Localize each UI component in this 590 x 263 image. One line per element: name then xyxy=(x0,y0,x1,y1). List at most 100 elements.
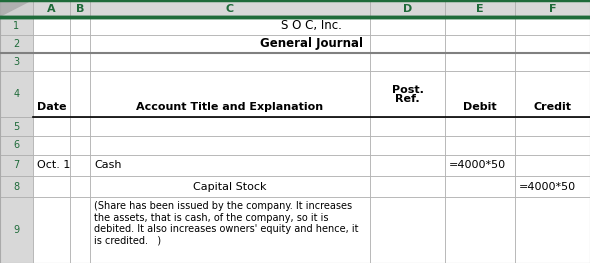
Bar xyxy=(0,176,33,197)
Text: Account Title and Explanation: Account Title and Explanation xyxy=(136,102,323,112)
Bar xyxy=(0,0,33,17)
Bar xyxy=(70,71,90,117)
Bar xyxy=(370,35,445,53)
Bar xyxy=(70,197,90,263)
Text: 9: 9 xyxy=(14,225,19,235)
Text: 1: 1 xyxy=(14,21,19,31)
Bar xyxy=(445,17,515,35)
Text: 2: 2 xyxy=(14,39,19,49)
Bar xyxy=(90,35,370,53)
Bar xyxy=(515,197,590,263)
Bar xyxy=(90,176,370,197)
Bar xyxy=(90,71,370,117)
Bar xyxy=(515,53,590,71)
Bar xyxy=(70,176,90,197)
Text: A: A xyxy=(47,3,56,13)
Bar xyxy=(370,71,445,117)
Bar xyxy=(0,17,33,35)
Text: 6: 6 xyxy=(14,140,19,150)
Bar xyxy=(445,53,515,71)
Bar xyxy=(515,155,590,176)
Bar xyxy=(90,17,370,35)
Bar xyxy=(0,53,33,71)
Bar xyxy=(445,197,515,263)
Bar xyxy=(445,0,515,17)
Bar xyxy=(70,35,90,53)
Bar xyxy=(33,71,70,117)
Bar xyxy=(445,117,515,136)
Text: =4000*50: =4000*50 xyxy=(449,160,506,170)
Bar xyxy=(33,117,70,136)
Bar xyxy=(0,136,33,155)
Bar xyxy=(370,17,445,35)
Bar xyxy=(515,17,590,35)
Text: F: F xyxy=(549,3,556,13)
Bar xyxy=(90,155,370,176)
Bar xyxy=(70,53,90,71)
Bar xyxy=(370,53,445,71)
Bar xyxy=(0,117,33,136)
Bar xyxy=(33,53,70,71)
Text: Capital Stock: Capital Stock xyxy=(194,181,267,191)
Bar xyxy=(70,136,90,155)
Text: 5: 5 xyxy=(14,122,19,132)
Bar xyxy=(70,117,90,136)
Text: E: E xyxy=(476,3,484,13)
Bar xyxy=(515,176,590,197)
Bar xyxy=(0,71,33,117)
Bar xyxy=(33,176,70,197)
Text: Oct. 1: Oct. 1 xyxy=(37,160,70,170)
Bar xyxy=(445,71,515,117)
Bar xyxy=(0,35,33,53)
Bar xyxy=(515,35,590,53)
Bar xyxy=(0,197,33,263)
Text: Cash: Cash xyxy=(94,160,122,170)
Text: Debit: Debit xyxy=(463,102,497,112)
Bar xyxy=(370,176,445,197)
Bar xyxy=(515,0,590,17)
Bar xyxy=(70,17,90,35)
Bar xyxy=(445,35,515,53)
Bar xyxy=(90,0,370,17)
Bar xyxy=(445,155,515,176)
Bar xyxy=(370,136,445,155)
Polygon shape xyxy=(0,0,33,17)
Text: 7: 7 xyxy=(14,160,19,170)
Bar xyxy=(33,136,70,155)
Bar xyxy=(90,197,370,263)
Bar xyxy=(33,17,70,35)
Text: D: D xyxy=(403,3,412,13)
Text: C: C xyxy=(226,3,234,13)
Text: Post.: Post. xyxy=(392,85,424,95)
Text: 8: 8 xyxy=(14,181,19,191)
Text: =4000*50: =4000*50 xyxy=(519,181,576,191)
Bar xyxy=(33,35,70,53)
Text: B: B xyxy=(76,3,84,13)
Bar xyxy=(70,155,90,176)
Bar xyxy=(33,0,70,17)
Bar xyxy=(90,136,370,155)
Bar xyxy=(70,0,90,17)
Text: (Share has been issued by the company. It increases
the assets, that is cash, of: (Share has been issued by the company. I… xyxy=(94,201,359,246)
Text: Credit: Credit xyxy=(533,102,572,112)
Text: 3: 3 xyxy=(14,57,19,67)
Bar xyxy=(370,0,445,17)
Text: 4: 4 xyxy=(14,89,19,99)
Bar xyxy=(0,155,33,176)
Bar xyxy=(33,155,70,176)
Bar xyxy=(445,176,515,197)
Bar xyxy=(90,53,370,71)
Bar xyxy=(370,117,445,136)
Bar xyxy=(515,136,590,155)
Bar xyxy=(445,136,515,155)
Bar xyxy=(370,197,445,263)
Text: Date: Date xyxy=(37,102,66,112)
Bar xyxy=(370,155,445,176)
Bar xyxy=(515,71,590,117)
Text: General Journal: General Journal xyxy=(260,38,363,50)
Text: Ref.: Ref. xyxy=(395,94,420,104)
Bar xyxy=(515,117,590,136)
Bar xyxy=(33,197,70,263)
Text: S O C, Inc.: S O C, Inc. xyxy=(281,19,342,33)
Bar xyxy=(90,117,370,136)
